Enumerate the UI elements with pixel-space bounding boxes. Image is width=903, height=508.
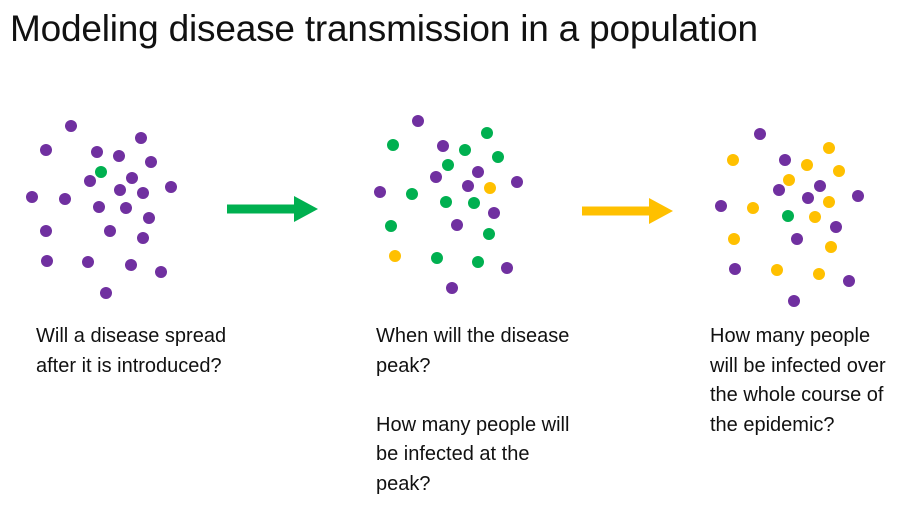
recovered-dot (727, 154, 739, 166)
population-stage-3 (715, 128, 864, 307)
susceptible-dot (120, 202, 132, 214)
susceptible-dot (91, 146, 103, 158)
recovered-dot (747, 202, 759, 214)
page-title: Modeling disease transmission in a popul… (10, 8, 758, 49)
population-stage-1 (26, 120, 177, 299)
susceptible-dot (82, 256, 94, 268)
arrow-stage-2-to-3-shaft (582, 206, 651, 216)
susceptible-dot (137, 187, 149, 199)
arrow-stage-1-to-2-head (294, 196, 318, 222)
susceptible-dot (843, 275, 855, 287)
susceptible-dot (729, 263, 741, 275)
recovered-dot (809, 211, 821, 223)
infected-dot (782, 210, 794, 222)
susceptible-dot (41, 255, 53, 267)
susceptible-dot (137, 232, 149, 244)
infected-dot (481, 127, 493, 139)
susceptible-dot (773, 184, 785, 196)
susceptible-dot (788, 295, 800, 307)
susceptible-dot (754, 128, 766, 140)
caption-stage-1: Will a disease spread after it is introd… (36, 322, 241, 381)
susceptible-dot (114, 184, 126, 196)
infected-dot (468, 197, 480, 209)
recovered-dot (823, 142, 835, 154)
arrow-stage-1-to-2-shaft (227, 204, 296, 214)
susceptible-dot (791, 233, 803, 245)
susceptible-dot (814, 180, 826, 192)
infected-dot (442, 159, 454, 171)
susceptible-dot (143, 212, 155, 224)
infected-dot (385, 220, 397, 232)
arrow-stage-2-to-3-head (649, 198, 673, 224)
susceptible-dot (437, 140, 449, 152)
infected-dot (406, 188, 418, 200)
susceptible-dot (501, 262, 513, 274)
susceptible-dot (59, 193, 71, 205)
susceptible-dot (65, 120, 77, 132)
susceptible-dot (145, 156, 157, 168)
susceptible-dot (852, 190, 864, 202)
susceptible-dot (779, 154, 791, 166)
recovered-dot (783, 174, 795, 186)
infected-dot (459, 144, 471, 156)
caption-stage-2-q1: When will the disease peak? (376, 325, 570, 377)
caption-stage-3: How many people will be infected over th… (710, 322, 900, 440)
susceptible-dot (113, 150, 125, 162)
recovered-dot (823, 196, 835, 208)
susceptible-dot (451, 219, 463, 231)
susceptible-dot (135, 132, 147, 144)
susceptible-dot (125, 259, 137, 271)
susceptible-dot (155, 266, 167, 278)
susceptible-dot (412, 115, 424, 127)
infected-dot (387, 139, 399, 151)
susceptible-dot (40, 144, 52, 156)
recovered-dot (833, 165, 845, 177)
susceptible-dot (830, 221, 842, 233)
infected-dot (95, 166, 107, 178)
recovered-dot (484, 182, 496, 194)
recovered-dot (801, 159, 813, 171)
susceptible-dot (446, 282, 458, 294)
susceptible-dot (715, 200, 727, 212)
infected-dot (483, 228, 495, 240)
caption-stage-3-q1: How many people will be infected over th… (710, 325, 886, 436)
susceptible-dot (488, 207, 500, 219)
recovered-dot (771, 264, 783, 276)
caption-stage-2: When will the disease peak? How many peo… (376, 322, 576, 499)
recovered-dot (728, 233, 740, 245)
infected-dot (440, 196, 452, 208)
susceptible-dot (26, 191, 38, 203)
susceptible-dot (802, 192, 814, 204)
susceptible-dot (93, 201, 105, 213)
recovered-dot (389, 250, 401, 262)
susceptible-dot (104, 225, 116, 237)
caption-stage-1-q1: Will a disease spread after it is introd… (36, 325, 227, 377)
susceptible-dot (462, 180, 474, 192)
susceptible-dot (165, 181, 177, 193)
infected-dot (472, 256, 484, 268)
arrow-stage-1-to-2 (227, 196, 318, 222)
susceptible-dot (40, 225, 52, 237)
susceptible-dot (126, 172, 138, 184)
population-stage-2 (374, 115, 523, 294)
caption-stage-2-q2: How many people will be infected at the … (376, 413, 570, 495)
susceptible-dot (511, 176, 523, 188)
susceptible-dot (430, 171, 442, 183)
susceptible-dot (374, 186, 386, 198)
susceptible-dot (84, 175, 96, 187)
susceptible-dot (472, 166, 484, 178)
recovered-dot (813, 268, 825, 280)
recovered-dot (825, 241, 837, 253)
arrow-stage-2-to-3 (582, 198, 673, 224)
infected-dot (431, 252, 443, 264)
infected-dot (492, 151, 504, 163)
susceptible-dot (100, 287, 112, 299)
